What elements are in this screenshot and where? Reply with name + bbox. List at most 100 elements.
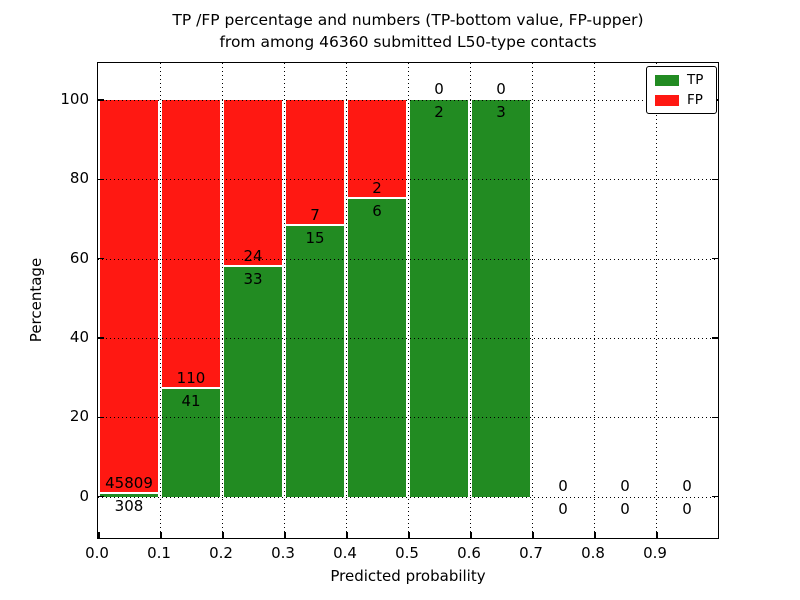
x-tick-label: 0.3 <box>271 544 295 562</box>
y-tick <box>98 178 104 181</box>
bar-segment-tp <box>224 266 282 497</box>
bar-group <box>160 99 222 497</box>
y-tick <box>712 257 718 260</box>
bar-label-fp: 24 <box>243 246 263 265</box>
y-tick-label: 0 <box>79 486 89 505</box>
x-tick <box>346 532 348 538</box>
bar-segment-fp <box>348 99 406 200</box>
vertical-gridline <box>346 63 347 538</box>
vertical-gridline <box>594 63 595 538</box>
bar-segment-fp <box>162 99 220 389</box>
bar-label-tp: 6 <box>372 202 382 221</box>
vertical-gridline <box>222 63 223 538</box>
bar-segment-fp <box>224 99 282 267</box>
y-tick <box>712 337 718 339</box>
bar-label-fp: 2 <box>372 179 382 198</box>
bar-group <box>222 99 284 497</box>
horizontal-gridline <box>98 179 718 181</box>
bar-label-fp: 110 <box>176 368 206 387</box>
legend-label: TP <box>687 72 704 88</box>
bar-label-tp: 33 <box>243 269 263 288</box>
x-tick-label: 0.9 <box>643 544 667 562</box>
legend-swatch-fp <box>655 94 679 106</box>
bar-label-fp: 0 <box>620 476 630 495</box>
bar-group <box>408 99 470 497</box>
bar-segment-tp <box>348 199 406 497</box>
x-tick <box>284 532 286 538</box>
x-tick <box>470 532 472 538</box>
y-tick <box>98 257 104 260</box>
x-tick-label: 0.4 <box>333 544 357 562</box>
vertical-gridline <box>160 63 161 538</box>
chart-title-line1: TP /FP percentage and numbers (TP-bottom… <box>172 11 644 29</box>
x-tick <box>222 532 224 538</box>
horizontal-gridline <box>98 99 718 101</box>
x-tick-label: 0.2 <box>209 544 233 562</box>
bar-label-fp: 7 <box>310 206 320 225</box>
bar-group <box>284 99 346 497</box>
y-tick <box>712 495 718 498</box>
chart-title-line2: from among 46360 submitted L50-type cont… <box>219 33 597 51</box>
bar-group <box>470 99 532 497</box>
bar-segment-fp <box>100 99 158 495</box>
legend: TP FP <box>646 66 717 114</box>
vertical-gridline <box>656 63 657 538</box>
y-tick <box>98 416 104 419</box>
bar-label-tp: 308 <box>114 497 144 516</box>
vertical-gridline <box>284 63 285 538</box>
x-tick <box>656 532 658 538</box>
x-tick <box>594 532 596 538</box>
x-tick <box>532 532 534 538</box>
bar-group <box>346 99 408 497</box>
bar-group <box>98 99 160 497</box>
bar-label-tp: 41 <box>181 391 201 410</box>
x-tick <box>160 532 162 538</box>
plot-area: 45809 308 110 41 24 33 7 15 2 6 0 2 0 3 0 0 0 0 0 0 <box>97 62 719 539</box>
x-tick-label: 0.8 <box>581 544 605 562</box>
legend-label: FP <box>687 92 703 108</box>
vertical-gridline <box>408 63 409 538</box>
y-tick-label: 80 <box>69 169 89 188</box>
y-tick <box>98 495 104 498</box>
y-tick <box>712 178 718 181</box>
x-tick <box>98 532 100 538</box>
y-tick-label: 40 <box>69 328 89 346</box>
bar-label-tp: 2 <box>434 102 444 121</box>
bar-label-tp: 0 <box>682 499 692 518</box>
y-tick <box>98 337 104 339</box>
bar-label-tp: 0 <box>620 499 630 518</box>
bar-segment-fp <box>286 99 344 227</box>
bar-label-fp: 45809 <box>105 474 153 493</box>
bar-segment-tp <box>410 99 468 497</box>
y-tick-label: 60 <box>69 248 89 267</box>
legend-item: FP <box>655 93 708 107</box>
x-tick <box>408 532 410 538</box>
chart-title: TP /FP percentage and numbers (TP-bottom… <box>97 9 719 53</box>
horizontal-gridline <box>98 258 718 260</box>
horizontal-gridline <box>98 417 718 419</box>
legend-swatch-tp <box>655 74 679 86</box>
bar-label-fp: 0 <box>558 476 568 495</box>
legend-item: TP <box>655 73 708 87</box>
y-tick <box>712 416 718 419</box>
y-tick-label: 20 <box>69 407 89 426</box>
y-tick-label: 100 <box>60 89 89 108</box>
y-axis-label: Percentage <box>27 257 45 343</box>
vertical-gridline <box>532 63 533 538</box>
bar-label-tp: 15 <box>305 229 325 248</box>
bar-segment-tp <box>100 494 158 497</box>
bar-label-fp: 0 <box>434 79 444 98</box>
bar-label-fp: 0 <box>682 476 692 495</box>
bar-label-tp: 0 <box>558 499 568 518</box>
bar-label-tp: 3 <box>496 102 506 121</box>
horizontal-gridline <box>98 338 718 339</box>
x-tick-label: 0.7 <box>519 544 543 562</box>
horizontal-gridline <box>98 496 718 498</box>
x-axis-label: Predicted probability <box>330 567 486 585</box>
bar-segment-tp <box>286 226 344 497</box>
bar-segment-tp <box>472 99 530 497</box>
vertical-gridline <box>470 63 471 538</box>
x-tick-label: 0.6 <box>457 544 481 562</box>
x-tick-label: 0.1 <box>147 544 171 562</box>
